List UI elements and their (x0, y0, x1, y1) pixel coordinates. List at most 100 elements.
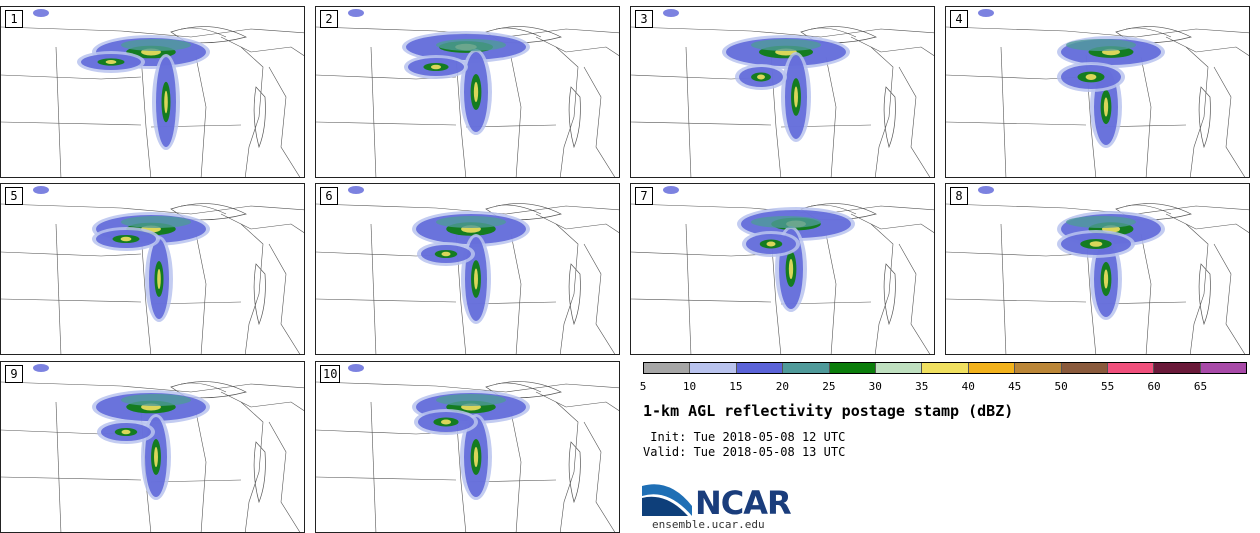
reflectivity-area (105, 60, 117, 64)
state-border (535, 213, 619, 234)
state-border (316, 476, 457, 481)
state-border (195, 56, 207, 177)
state-border (555, 46, 579, 177)
state-border (1165, 213, 1249, 234)
reflectivity-area (121, 216, 191, 228)
state-border (946, 26, 1249, 38)
postage-stamp-panel: 3 (630, 6, 935, 178)
state-border (898, 66, 931, 177)
reflectivity-area (757, 74, 765, 80)
reflectivity-area (33, 186, 49, 194)
colorbar-tick-label: 10 (682, 380, 697, 393)
colorbar-segment (922, 363, 969, 373)
colorbar-tick-label: 50 (1054, 380, 1068, 393)
postage-stamp-panel: 9 (0, 361, 305, 533)
state-border (1, 251, 142, 257)
init-time: Init: Tue 2018-05-08 12 UTC (643, 430, 846, 444)
postage-stamp-panel: 8 (945, 183, 1250, 355)
state-border (1165, 36, 1249, 57)
member-number: 5 (5, 187, 23, 205)
reflectivity-map (316, 186, 619, 354)
reflectivity-area (1089, 241, 1103, 247)
colorbar-tick-label: 40 (961, 380, 975, 393)
state-border (495, 204, 542, 215)
colorbar-tick-label: 65 (1193, 380, 1208, 393)
state-border (1185, 223, 1209, 354)
state-border (850, 213, 934, 234)
colorbar-tick-label: 35 (915, 380, 929, 393)
state-border (140, 231, 152, 354)
reflectivity-area (751, 216, 821, 228)
state-border (1, 203, 304, 215)
reflectivity-area (348, 9, 364, 17)
state-border (195, 411, 207, 532)
state-border (510, 56, 522, 177)
state-border (455, 54, 467, 177)
reflectivity-area (474, 268, 478, 290)
state-border (55, 223, 62, 354)
state-border (555, 401, 579, 532)
lake-outline (568, 86, 581, 149)
state-border (870, 46, 894, 177)
reflectivity-area (157, 269, 161, 289)
state-border (1213, 66, 1246, 177)
colorbar-segment (1061, 363, 1108, 373)
reflectivity-area (120, 236, 132, 242)
reflectivity-area (663, 186, 679, 194)
member-number: 10 (320, 365, 341, 383)
member-number: 7 (635, 187, 653, 205)
colorbar-tick-label: 30 (868, 380, 882, 393)
reflectivity-area (121, 429, 131, 435)
state-border (1, 476, 142, 481)
state-border (268, 421, 301, 532)
state-border (1185, 46, 1209, 177)
reflectivity-area (978, 9, 994, 17)
state-border (220, 213, 304, 234)
logo-url: ensemble.ucar.edu (652, 518, 765, 531)
reflectivity-area (473, 82, 479, 102)
colorbar-segment (875, 363, 923, 373)
postage-stamp-panel: 7 (630, 183, 935, 355)
state-border (240, 401, 264, 532)
reflectivity-area (348, 186, 364, 194)
state-border (510, 411, 522, 532)
state-border (1, 74, 142, 80)
state-border (825, 233, 837, 354)
state-border (946, 251, 1087, 257)
reflectivity-area (33, 9, 49, 17)
state-border (1, 26, 304, 38)
lake-outline (1198, 86, 1211, 149)
colorbar-tick-label: 15 (729, 380, 743, 393)
state-border (1000, 223, 1007, 354)
lake-outline (883, 263, 896, 326)
state-border (370, 223, 377, 354)
state-border (1, 298, 142, 303)
lake-outline (1198, 263, 1211, 326)
state-border (1125, 27, 1172, 38)
state-border (370, 401, 377, 532)
state-border (316, 121, 457, 126)
member-number: 9 (5, 365, 23, 383)
reflectivity-map (1, 364, 304, 532)
reflectivity-area (430, 64, 442, 70)
colorbar-segment (1107, 363, 1155, 373)
reflectivity-area (788, 259, 794, 279)
postage-stamp-panel: 4 (945, 6, 1250, 178)
state-border (946, 121, 1087, 126)
state-border (1140, 56, 1152, 177)
colorbar-segment (1015, 363, 1062, 373)
postage-stamp-panel: 2 (315, 6, 620, 178)
state-border (1, 121, 142, 126)
reflectivity-area (663, 9, 679, 17)
state-border (946, 298, 1087, 303)
reflectivity-area (1066, 216, 1136, 228)
reflectivity-area (436, 394, 506, 406)
reflectivity-area (978, 186, 994, 194)
reflectivity-map (1, 9, 304, 177)
reflectivity-area (440, 419, 452, 425)
state-border (631, 121, 772, 126)
state-border (240, 223, 264, 354)
state-border (1213, 243, 1246, 354)
member-number: 4 (950, 10, 968, 28)
reflectivity-area (1103, 97, 1109, 117)
